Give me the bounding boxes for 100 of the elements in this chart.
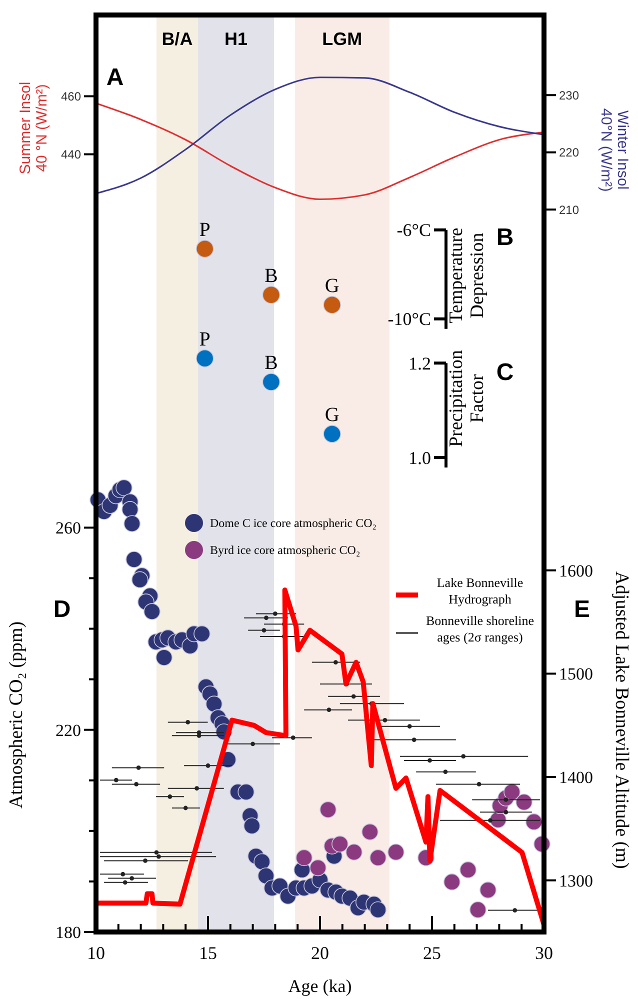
point [407,724,412,729]
y2-tick-label: 1500 [559,664,593,684]
point [244,817,260,834]
y-tick-label: 440 [60,147,82,162]
point [333,660,338,664]
x-axis-title: Age (ka) [288,976,352,996]
y-tick-label: 460 [60,89,82,104]
point [130,876,134,880]
point [460,861,476,878]
point [238,784,254,800]
point [120,872,126,876]
x-tick-label: 15 [199,943,217,963]
point [183,806,188,810]
band-label: H1 [224,29,248,49]
point [122,880,128,885]
point [526,813,542,830]
point [362,824,378,840]
point [346,844,362,861]
point [273,612,278,616]
annotation: C [496,359,514,386]
legend-label: Dome C ice core atmospheric CO₂ [210,516,376,530]
point [428,758,432,763]
legend-label: Bonneville shoreline ages (2σ ranges) [426,613,534,644]
y2-tick-label: 220 [559,146,580,160]
y2-axis-title: Adjusted Lake Bonneville Altitude (m) [611,571,632,869]
y-tick-label: -6°C [396,220,431,240]
y-tick-label: 180 [56,922,81,942]
point [122,501,138,518]
y-axis-title: Atmospheric CO₂ (ppm) [6,621,27,809]
y-axis-title: Precipitation Factor [446,349,488,448]
x-tick-label: 10 [87,943,105,963]
point [258,867,274,884]
point [194,625,210,642]
point [412,738,416,742]
point [132,571,148,588]
point [326,708,332,712]
point [186,720,190,724]
point [144,603,160,620]
point [156,649,172,666]
point [370,849,386,866]
point [168,794,172,799]
band-label: LGM [322,29,362,49]
legend-label: Byrd ice core atmospheric CO₂ [210,543,360,558]
point [388,844,404,861]
y2-tick-label: 230 [559,88,580,102]
annotation: G [324,404,340,426]
y-tick-label: 1.0 [408,448,431,468]
point [351,694,356,699]
x-tick-label: 20 [311,943,329,963]
point [126,551,142,568]
x-tick-label: 25 [423,943,441,963]
x-tick-label: 30 [535,943,553,963]
annotation: B [496,224,514,251]
point [290,736,296,740]
point [194,786,199,791]
point [443,770,448,774]
point [504,810,508,814]
annotation: P [199,328,210,350]
y-tick-label: 260 [56,518,81,538]
point [470,901,486,918]
point [262,628,266,632]
annotation: B [264,352,278,374]
point [516,794,532,811]
annotation: B [264,264,278,287]
point [332,836,348,852]
point [480,882,496,898]
point [206,763,210,768]
point [262,373,280,391]
annotation: G [324,274,340,297]
text: D [53,596,71,623]
point [370,901,386,918]
point [504,784,520,800]
point [296,849,312,866]
text: E [574,596,590,623]
y-tick-label: -10°C [388,309,431,330]
point [250,742,255,746]
point [156,854,161,859]
point [254,853,270,870]
annotation: A [106,64,124,91]
y2-tick-label: 1400 [559,768,593,787]
y2-axis-title: Winter Insol 40°N (W/m²) [598,108,631,192]
point [461,754,466,759]
y-tick-label: 1.2 [408,353,431,374]
point [320,801,336,818]
point [116,479,132,496]
point [310,859,326,876]
point [136,766,141,770]
y2-tick-label: 1600 [559,561,593,580]
point [262,286,280,304]
y2-tick-label: 1300 [559,871,593,890]
annotation: P [199,218,210,241]
point [488,818,492,823]
y-axis-title: Temperature Depression [446,228,488,324]
point [114,778,118,782]
point [124,515,140,532]
point [382,718,388,722]
y-axis-title: Summer Insol 40 °N (W/m²) [17,82,50,174]
point [134,782,139,786]
point [143,858,148,863]
point [196,349,214,368]
